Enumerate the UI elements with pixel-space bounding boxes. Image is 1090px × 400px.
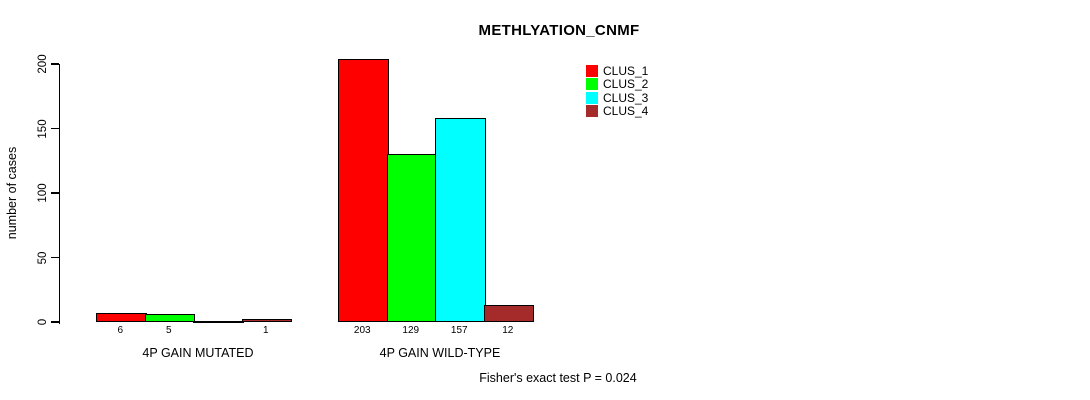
legend-swatch-clus_3 (586, 91, 598, 104)
bar-clus_4 (483, 305, 534, 323)
y-axis-tick-label: 150 (37, 118, 49, 139)
bar-value-label: 5 (165, 325, 172, 336)
legend-swatch-clus_2 (586, 78, 598, 91)
legend-item-clus_1: CLUS_1 (586, 64, 648, 78)
bar-clus_3 (435, 117, 486, 323)
bar-value-label: 6 (117, 325, 124, 336)
y-axis-tick (50, 127, 59, 130)
bar-clus_4 (241, 319, 292, 323)
legend-item-clus_2: CLUS_2 (586, 78, 648, 92)
legend: CLUS_1 CLUS_2 CLUS_3 CLUS_4 (586, 64, 648, 118)
bar-value-label: 1 (262, 325, 269, 336)
legend-swatch-clus_4 (586, 105, 598, 118)
x-axis-group-label: 4P GAIN WILD-TYPE (379, 346, 501, 360)
legend-label: CLUS_1 (603, 63, 649, 78)
y-axis-tick (50, 321, 59, 323)
y-axis-tick (50, 256, 59, 259)
y-axis-line (58, 64, 60, 324)
chart-title: METHLYATION_CNMF (478, 22, 640, 39)
legend-label: CLUS_3 (603, 90, 649, 105)
legend-label: CLUS_4 (603, 104, 649, 119)
y-axis-tick-label: 0 (37, 318, 49, 326)
bar-value-label: 157 (450, 325, 468, 336)
legend-item-clus_4: CLUS_4 (586, 105, 648, 119)
legend-swatch-clus_1 (586, 64, 598, 77)
bar-value-label: 203 (353, 325, 371, 336)
y-axis-tick (50, 192, 59, 194)
bar-value-label: 12 (502, 325, 514, 336)
bar-clus_3 (193, 320, 244, 323)
bar-value-label: 129 (402, 325, 420, 336)
bar-clus_1 (96, 312, 147, 323)
bar-clus_2 (144, 314, 195, 323)
y-axis-tick-label: 50 (37, 251, 49, 264)
legend-item-clus_3: CLUS_3 (586, 91, 648, 105)
x-axis-group-label: 4P GAIN MUTATED (142, 346, 254, 360)
fisher-test-annotation: Fisher's exact test P = 0.024 (479, 371, 637, 385)
y-axis-tick (50, 63, 59, 65)
y-axis-tick-label: 100 (37, 183, 49, 203)
bar-clus_2 (386, 154, 437, 323)
legend-label: CLUS_2 (603, 77, 649, 92)
y-axis-tick-label: 200 (37, 54, 49, 74)
bar-clus_1 (338, 58, 389, 323)
